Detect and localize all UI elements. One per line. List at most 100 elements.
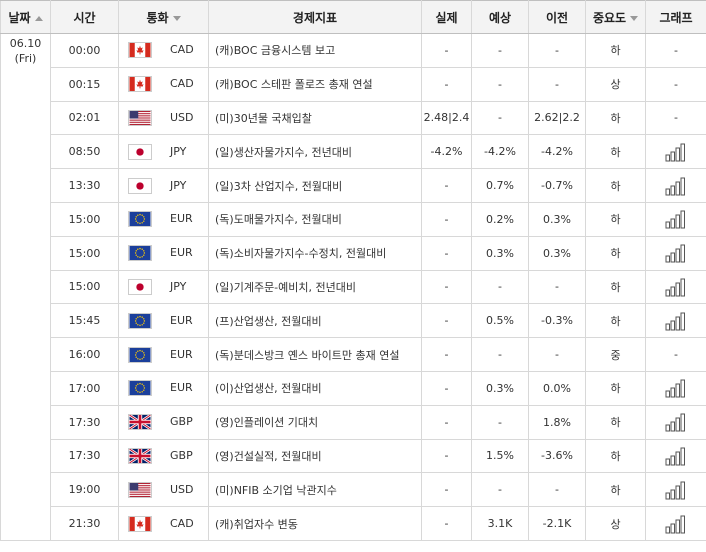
currency-cell: CAD [118,506,209,541]
currency-code: CAD [170,43,194,57]
table-row[interactable]: 15:00 EUR (독)도매물가지수, 전월대비 -0.2% 0.3% 하 [0,201,706,237]
indicator-cell[interactable]: (이)산업생산, 전월대비 [208,370,422,406]
graph-cell[interactable] [645,235,706,271]
time-cell: 15:00 [50,269,119,305]
indicator-cell[interactable]: (캐)취업자수 변동 [208,506,422,541]
table-row[interactable]: 15:00 JPY (일)기계주문-예비치, 전년대비 - - - 하 [0,269,706,305]
currency-cell: JPY [118,134,209,170]
actual-cell: - [421,337,472,372]
bar-chart-icon[interactable] [665,244,687,263]
table-row[interactable]: 15:45 EUR (프)산업생산, 전월대비 -0.5% -0.3% 하 [0,303,706,339]
graph-cell[interactable] [645,472,706,508]
graph-cell[interactable] [645,438,706,474]
graph-cell[interactable] [645,303,706,339]
graph-cell[interactable] [645,134,706,170]
time-cell: 08:50 [50,134,119,170]
graph-cell[interactable] [645,506,706,541]
currency-cell: JPY [118,269,209,305]
previous-cell: - [528,66,586,102]
table-row[interactable]: 17:00 EUR (이)산업생산, 전월대비 -0.3% 0.0% 하 [0,370,706,406]
date-cell [0,236,51,271]
time-cell: 00:15 [50,66,119,102]
indicator-cell[interactable]: (일)3차 산업지수, 전월대비 [208,168,422,203]
time-cell: 17:30 [50,404,119,440]
previous-cell: - [528,269,586,305]
indicator-cell[interactable]: (영)건설실적, 전월대비 [208,438,422,474]
bar-chart-icon[interactable] [665,312,687,331]
header-indicator: 경제지표 [208,0,422,34]
time-cell: 16:00 [50,337,119,372]
importance-cell: 하 [585,370,646,406]
currency-code: JPY [170,178,187,192]
header-currency[interactable]: 통화 [118,0,209,34]
forecast-cell: 3.1K [471,506,529,541]
eu-flag-icon [128,380,152,397]
header-date[interactable]: 날짜 [0,0,51,34]
indicator-cell[interactable]: (미)NFIB 소기업 낙관지수 [208,472,422,508]
indicator-cell[interactable]: (미)30년물 국채입찰 [208,100,422,136]
table-row[interactable]: 15:00 EUR (독)소비자물가지수-수정치, 전월대비 -0.3% 0.3% 하 [0,235,706,271]
table-row[interactable]: 13:30 JPY (일)3차 산업지수, 전월대비 -0.7% -0.7% 하 [0,168,706,203]
canada-flag-icon [128,515,152,532]
table-row[interactable]: 19:00 USD (미)NFIB 소기업 낙관지수 - - - 하 [0,472,706,508]
graph-cell[interactable] [645,404,706,440]
indicator-cell[interactable]: (일)기계주문-예비치, 전년대비 [208,269,422,305]
bar-chart-icon[interactable] [665,413,687,432]
importance-cell: 하 [585,404,646,440]
currency-code: USD [170,482,194,496]
date-cell [0,303,51,338]
bar-chart-icon[interactable] [665,379,687,398]
date-cell [0,202,51,237]
graph-cell[interactable] [645,201,706,237]
bar-chart-icon[interactable] [665,447,687,466]
eu-flag-icon [128,312,152,329]
date-cell [0,101,51,135]
currency-code: GBP [170,448,193,462]
graph-cell[interactable] [645,370,706,406]
previous-cell: - [528,337,586,372]
previous-cell: - [528,472,586,508]
table-row[interactable]: 00:15 CAD (캐)BOC 스테판 폴로즈 총재 연설 - - - 상 - [0,66,706,102]
date-cell [0,506,51,541]
time-cell: 00:00 [50,33,119,68]
dropdown-icon [630,15,639,21]
forecast-cell: - [471,269,529,305]
bar-chart-icon[interactable] [665,515,687,534]
table-row[interactable]: 17:30 GBP (영)인플레이션 기대치 - -1.8% 하 [0,404,706,440]
previous-cell: -0.3% [528,303,586,339]
table-row[interactable]: 17:30 GBP (영)건설실적, 전월대비 -1.5% -3.6% 하 [0,438,706,474]
actual-cell: - [421,235,472,271]
table-row[interactable]: 06.10 (Fri) 00:00 CAD (캐)BOC 금융시스템 보고 - - - 하 - [0,33,706,68]
table-row[interactable]: 08:50 JPY (일)생산자물가지수, 전년대비 -4.2% -4.2% -4.2% 하 [0,134,706,170]
indicator-cell[interactable]: (독)소비자물가지수-수정치, 전월대비 [208,235,422,271]
table-row[interactable]: 16:00 EUR (독)분데스방크 옌스 바이트만 총재 연설 - - - 중 - [0,337,706,372]
graph-cell[interactable] [645,168,706,203]
graph-cell: - [645,337,706,372]
table-row[interactable]: 21:30 CAD (캐)취업자수 변동 -3.1K -2.1K 상 [0,506,706,541]
indicator-cell[interactable]: (일)생산자물가지수, 전년대비 [208,134,422,170]
actual-cell: - [421,66,472,102]
forecast-cell: 1.5% [471,438,529,474]
indicator-cell[interactable]: (독)분데스방크 옌스 바이트만 총재 연설 [208,337,422,372]
graph-cell[interactable] [645,269,706,305]
previous-cell: -4.2% [528,134,586,170]
indicator-cell[interactable]: (캐)BOC 스테판 폴로즈 총재 연설 [208,66,422,102]
importance-cell: 하 [585,235,646,271]
bar-chart-icon[interactable] [665,481,687,500]
table-row[interactable]: 02:01 USD (미)30년물 국채입찰 2.48|2.4-2.62|2.2 하 - [0,100,706,136]
indicator-cell[interactable]: (프)산업생산, 전월대비 [208,303,422,339]
bar-chart-icon[interactable] [665,210,687,229]
indicator-cell[interactable]: (독)도매물가지수, 전월대비 [208,201,422,237]
bar-chart-icon[interactable] [665,177,687,196]
indicator-cell[interactable]: (영)인플레이션 기대치 [208,404,422,440]
forecast-cell: 0.5% [471,303,529,339]
date-cell [0,134,51,169]
date-cell [0,67,51,102]
currency-cell: CAD [118,33,209,68]
indicator-cell[interactable]: (캐)BOC 금융시스템 보고 [208,33,422,68]
previous-cell: 2.62|2.2 [528,100,586,136]
forecast-cell: - [471,472,529,508]
header-importance[interactable]: 중요도 [585,0,646,34]
bar-chart-icon[interactable] [665,143,687,162]
bar-chart-icon[interactable] [665,278,687,297]
